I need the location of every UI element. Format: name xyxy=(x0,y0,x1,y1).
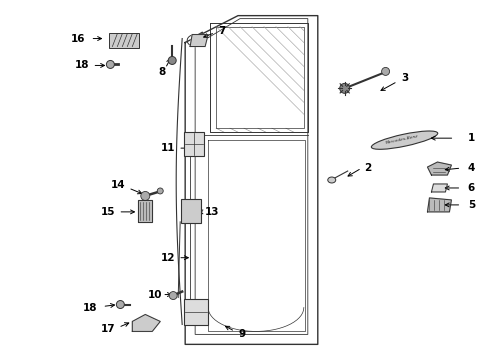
Circle shape xyxy=(157,188,163,194)
Text: 4: 4 xyxy=(467,163,474,173)
Circle shape xyxy=(169,292,177,300)
Circle shape xyxy=(116,301,124,309)
Text: 14: 14 xyxy=(111,180,125,190)
Polygon shape xyxy=(430,184,447,192)
Text: 7: 7 xyxy=(218,26,225,36)
Circle shape xyxy=(141,192,149,201)
FancyBboxPatch shape xyxy=(181,199,201,223)
Text: 1: 1 xyxy=(467,133,474,143)
Text: 15: 15 xyxy=(101,207,115,217)
Circle shape xyxy=(106,60,114,68)
Text: 5: 5 xyxy=(467,200,474,210)
Polygon shape xyxy=(427,162,450,175)
Text: 3: 3 xyxy=(400,73,407,84)
Text: 6: 6 xyxy=(467,183,474,193)
Circle shape xyxy=(381,67,389,75)
Text: 17: 17 xyxy=(101,324,116,334)
Text: 18: 18 xyxy=(75,60,89,71)
Text: 13: 13 xyxy=(204,207,219,217)
Text: 11: 11 xyxy=(161,143,175,153)
Ellipse shape xyxy=(327,177,335,183)
Circle shape xyxy=(339,84,349,93)
FancyBboxPatch shape xyxy=(109,32,139,48)
Polygon shape xyxy=(190,35,208,46)
Text: 9: 9 xyxy=(238,329,245,339)
Text: 2: 2 xyxy=(363,163,370,173)
Text: 12: 12 xyxy=(161,253,175,263)
Text: 16: 16 xyxy=(71,33,85,44)
FancyBboxPatch shape xyxy=(184,298,208,325)
Circle shape xyxy=(168,57,176,64)
Polygon shape xyxy=(427,198,450,212)
FancyBboxPatch shape xyxy=(184,132,203,156)
Ellipse shape xyxy=(370,131,437,149)
Text: 8: 8 xyxy=(158,67,165,77)
Text: 18: 18 xyxy=(83,302,98,312)
Text: 10: 10 xyxy=(148,289,162,300)
Polygon shape xyxy=(138,200,152,222)
Text: Mercedes-Benz: Mercedes-Benz xyxy=(385,134,419,145)
Polygon shape xyxy=(132,315,160,332)
